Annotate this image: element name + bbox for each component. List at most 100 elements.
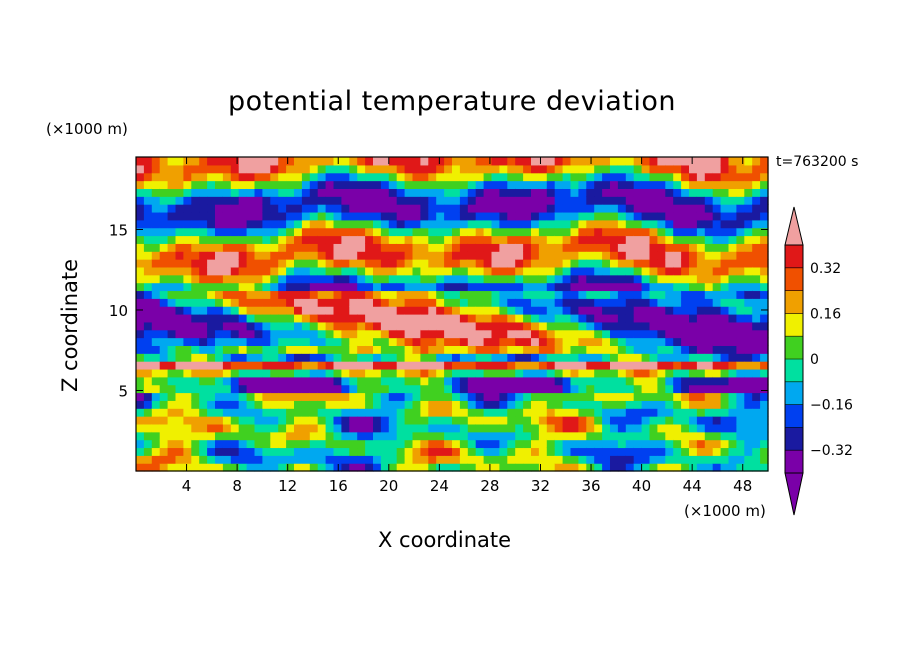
heatmap-cell — [752, 196, 761, 205]
heatmap-cell — [752, 329, 761, 339]
heatmap-cell — [720, 219, 730, 229]
heatmap-cell — [452, 259, 461, 268]
heatmap-cell — [712, 306, 722, 315]
heatmap-cell — [420, 431, 429, 441]
heatmap-cell — [357, 204, 366, 213]
heatmap-cell — [436, 164, 445, 174]
heatmap-cell — [704, 337, 714, 346]
heatmap-cell — [538, 439, 548, 449]
heatmap-cell — [728, 196, 737, 205]
heatmap-cell — [704, 447, 714, 456]
heatmap-cell — [499, 345, 508, 354]
heatmap-cell — [286, 431, 295, 441]
heatmap-cell — [562, 408, 572, 417]
heatmap-cell — [744, 361, 753, 370]
heatmap-cell — [254, 204, 263, 213]
heatmap-cell — [728, 463, 737, 472]
heatmap-cell — [222, 172, 232, 182]
heatmap-cell — [538, 196, 548, 205]
heatmap-cell — [230, 259, 240, 268]
heatmap-cell — [689, 337, 698, 346]
heatmap-cell — [720, 376, 730, 386]
heatmap-cell — [594, 416, 603, 425]
heatmap-cell — [617, 290, 627, 299]
heatmap-cell — [610, 251, 619, 260]
heatmap-cell — [199, 298, 208, 307]
heatmap-cell — [199, 164, 208, 174]
heatmap-cell — [199, 384, 208, 394]
heatmap-cell — [262, 274, 271, 284]
heatmap-cell — [357, 376, 366, 386]
heatmap-cell — [254, 321, 263, 331]
heatmap-cell — [625, 298, 635, 307]
heatmap-cell — [278, 227, 287, 237]
heatmap-cell — [475, 282, 485, 292]
heatmap-cell — [199, 400, 208, 409]
heatmap-cell — [625, 361, 635, 370]
heatmap-cell — [760, 235, 769, 244]
heatmap-cell — [373, 204, 382, 213]
heatmap-cell — [657, 353, 666, 362]
heatmap-cell — [483, 408, 493, 417]
heatmap-cell — [215, 431, 224, 441]
heatmap-cell — [357, 321, 366, 331]
heatmap-cell — [373, 400, 382, 409]
heatmap-cell — [309, 259, 319, 268]
heatmap-cell — [159, 235, 169, 244]
heatmap-cell — [641, 204, 651, 213]
heatmap-cell — [294, 219, 303, 229]
heatmap-cell — [578, 345, 587, 354]
heatmap-cell — [199, 392, 208, 401]
heatmap-cell — [507, 447, 516, 456]
heatmap-cell — [159, 266, 169, 276]
heatmap-cell — [752, 306, 761, 315]
heatmap-cell — [159, 400, 169, 409]
heatmap-cell — [143, 329, 153, 339]
heatmap-cell — [491, 274, 500, 284]
heatmap-cell — [531, 447, 540, 456]
heatmap-cell — [752, 416, 761, 425]
heatmap-cell — [531, 274, 540, 284]
heatmap-cell — [562, 306, 572, 315]
heatmap-cell — [586, 314, 595, 323]
heatmap-cell — [175, 384, 184, 394]
heatmap-cell — [167, 384, 177, 394]
heatmap-cell — [246, 463, 256, 472]
heatmap-cell — [673, 416, 682, 425]
heatmap-cell — [175, 282, 184, 292]
heatmap-cell — [531, 416, 540, 425]
heatmap-cell — [712, 353, 722, 362]
heatmap-cell — [617, 251, 627, 260]
heatmap-cell — [586, 196, 595, 205]
heatmap-cell — [578, 251, 587, 260]
heatmap-cell — [254, 439, 263, 449]
heatmap-cell — [420, 463, 429, 472]
x-tick-label: 40 — [632, 477, 651, 495]
heatmap-cell — [396, 211, 406, 221]
heatmap-cell — [420, 392, 429, 401]
heatmap-cell — [286, 266, 295, 276]
heatmap-cell — [309, 196, 319, 205]
heatmap-cell — [610, 455, 619, 464]
heatmap-cell — [633, 306, 643, 315]
heatmap-cell — [720, 408, 730, 417]
heatmap-cell — [420, 180, 429, 189]
colorbar-tick-label: −0.32 — [810, 443, 853, 459]
heatmap-cell — [183, 345, 192, 354]
heatmap-cell — [357, 274, 366, 284]
heatmap-cell — [254, 329, 263, 339]
heatmap-cell — [610, 337, 619, 346]
heatmap-cell — [301, 274, 311, 284]
heatmap-cell — [428, 180, 437, 189]
heatmap-cell — [728, 345, 737, 354]
heatmap-cell — [396, 447, 406, 456]
heatmap-cell — [246, 243, 256, 252]
heatmap-cell — [554, 463, 564, 472]
heatmap-cell — [309, 368, 319, 378]
heatmap-cell — [704, 345, 714, 354]
heatmap-cell — [404, 227, 414, 237]
heatmap-cell — [349, 196, 358, 205]
heatmap-cell — [207, 306, 216, 315]
heatmap-cell — [696, 243, 706, 252]
heatmap-cell — [325, 431, 335, 441]
